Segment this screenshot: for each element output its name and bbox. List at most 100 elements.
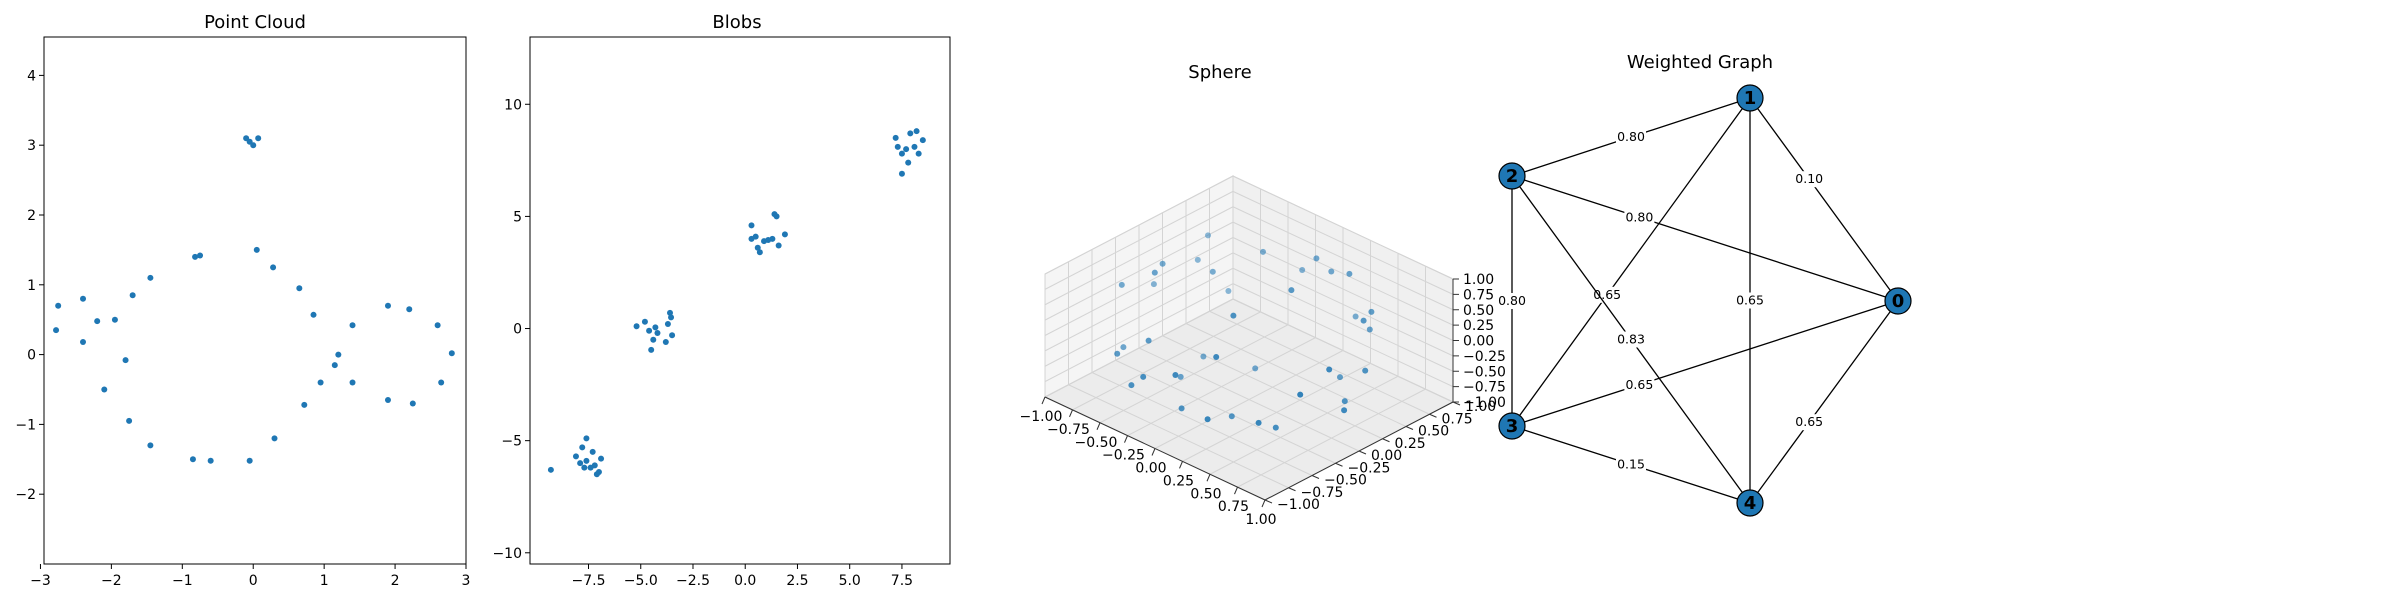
blobs-point (919, 137, 926, 144)
sphere-grid-line (1232, 237, 1454, 341)
blobs-y-tick-label: −10 (492, 546, 522, 562)
graph-edge (1511, 175, 1899, 302)
blobs-point (577, 460, 584, 467)
graph-edge-label-bg (1616, 456, 1646, 473)
blobs-point (903, 146, 910, 153)
point-cloud-panel: Point Cloud −3 −2 −1 0 1 2 3 −2 −1 0 1 2 3 4 (15, 12, 470, 589)
graph-node-label: 1 (1744, 88, 1757, 109)
sphere-point (1288, 287, 1295, 294)
blobs-point (583, 435, 590, 442)
point-cloud-point (335, 351, 342, 358)
sphere-grid-line (1209, 375, 1399, 475)
sphere-x-tick-mark (1069, 409, 1073, 418)
sphere-point (1260, 248, 1266, 255)
blobs-point (773, 213, 780, 220)
blobs-point (913, 128, 920, 135)
blobs-point (650, 336, 657, 343)
sphere-point (1337, 374, 1343, 381)
point-cloud-point (94, 318, 101, 325)
blobs-axes-frame (529, 36, 951, 565)
blobs-point (905, 159, 912, 166)
sphere-point (1366, 326, 1373, 333)
graph-edge (1749, 300, 1899, 504)
graph-node (1498, 162, 1526, 190)
sphere-grid-line (1044, 190, 1234, 290)
point-cloud-point (301, 401, 308, 408)
point-cloud-point (126, 417, 133, 424)
point-cloud-y-tick-label: −2 (15, 487, 36, 503)
blobs-point (652, 324, 659, 331)
point-cloud-point (438, 379, 445, 386)
blobs-point (898, 150, 905, 157)
point-cloud-point (349, 379, 356, 386)
sphere-point (1272, 424, 1279, 431)
sphere-y-tick-label: 0.75 (1442, 411, 1473, 427)
blobs-point (754, 244, 761, 251)
blobs-x-tick-label: −2.5 (676, 573, 710, 589)
sphere-point (1313, 255, 1320, 262)
blobs-point (668, 314, 675, 321)
blobs-point (781, 231, 788, 238)
blobs-point (667, 309, 673, 316)
graph-edge-weight-label: 0.80 (1498, 293, 1526, 308)
graph-edge (1749, 97, 1899, 302)
graph-edge (1511, 97, 1751, 427)
graph-node-label: 3 (1506, 416, 1519, 437)
sphere-point (1200, 353, 1207, 360)
blobs-y-tick-label: 5 (513, 209, 522, 225)
sphere-point (1118, 281, 1125, 288)
point-cloud-title: Point Cloud (204, 12, 306, 33)
graph-edge-weight-label: 0.10 (1795, 171, 1823, 186)
point-cloud-point (296, 285, 303, 292)
blobs-point (579, 444, 586, 451)
sphere-point (1114, 350, 1121, 357)
blobs-point (915, 150, 922, 157)
graph-node-label: 4 (1744, 493, 1757, 514)
graph-node (1884, 287, 1912, 315)
blobs-x-tick-label: −5.0 (624, 573, 658, 589)
point-cloud-point (250, 142, 257, 149)
graph-edge-weight-label: 0.15 (1617, 457, 1645, 472)
point-cloud-point (101, 386, 108, 393)
sphere-grid-line (1232, 175, 1454, 280)
graph-edge-label-bg (1616, 331, 1646, 348)
graph-edge-label-bg (1497, 293, 1527, 309)
sphere-y-tick-label: −0.75 (1301, 485, 1344, 501)
sphere-y-tick-label: 0.25 (1395, 436, 1426, 452)
blobs-point (547, 466, 554, 473)
point-cloud-x-tick-label: −2 (101, 573, 122, 589)
blobs-x-tick-label: 2.5 (786, 573, 808, 589)
sphere-point (1213, 354, 1220, 360)
sphere-x-tick-mark (1179, 461, 1183, 469)
point-cloud-point (80, 339, 87, 346)
sphere-y-tick-label: −1.00 (1277, 497, 1320, 513)
sphere-point (1172, 371, 1179, 378)
sphere-grid-line (1232, 190, 1454, 295)
blobs-point (892, 134, 899, 141)
sphere-point (1368, 308, 1375, 315)
graph-edge-label-bg (1735, 292, 1765, 309)
sphere-point (1120, 344, 1127, 351)
graph-node (1736, 489, 1764, 517)
point-cloud-x-tick-label: 2 (391, 573, 400, 589)
sphere-grid-line (1209, 310, 1430, 415)
sphere-point (1204, 416, 1211, 423)
sphere-point (1299, 267, 1306, 274)
point-cloud-x-tick-label: 1 (320, 573, 329, 589)
point-cloud-point (310, 311, 317, 318)
blobs-point (583, 457, 590, 464)
graph-node (1498, 412, 1526, 440)
blobs-point (662, 338, 669, 345)
sphere-z-tick-label: 0.00 (1463, 334, 1494, 350)
sphere-y-tick-mark (1405, 426, 1414, 430)
sphere-x-tick-label: 0.75 (1218, 499, 1249, 515)
point-cloud-x-tick-label: −1 (172, 573, 193, 589)
sphere-z-tick-label: −0.50 (1463, 364, 1506, 380)
sphere-z-tick-label: 0.50 (1463, 303, 1494, 319)
sphere-point (1341, 407, 1348, 414)
sphere-point (1194, 256, 1201, 263)
point-cloud-point (384, 396, 391, 403)
graph-edge (1511, 300, 1899, 427)
sphere-point (1252, 365, 1259, 372)
